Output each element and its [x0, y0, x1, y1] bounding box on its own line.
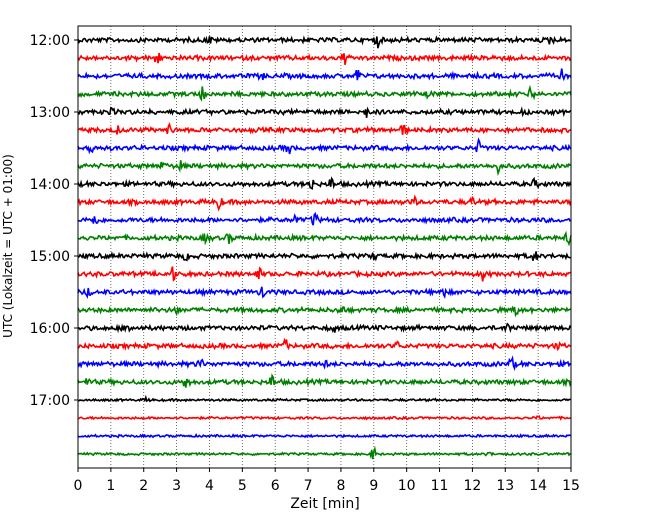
x-tick-label: 8 [336, 478, 345, 494]
x-tick-label: 3 [172, 478, 181, 494]
trace-13:00 [77, 106, 572, 118]
x-axis-ticks: 0 1 2 3 4 5 6 7 8 9 10 11 12 13 14 15 [74, 468, 580, 494]
x-tick-label: 12 [463, 478, 481, 494]
y-tick-label: 14:00 [30, 177, 70, 193]
x-tick-label: 9 [369, 478, 378, 494]
x-tick-label: 15 [562, 478, 580, 494]
y-axis-label: UTC (Lokalzeit = UTC + 01:00) [1, 154, 15, 338]
x-tick-label: 6 [271, 478, 280, 494]
y-tick-label: 12:00 [30, 33, 70, 49]
seismic-traces [77, 35, 572, 460]
trace-17:30 [77, 433, 572, 439]
trace-16:15 [77, 337, 572, 352]
trace-12:00 [77, 35, 572, 49]
trace-16:45 [77, 373, 572, 388]
trace-13:45 [77, 160, 572, 177]
trace-15:30 [77, 286, 572, 300]
trace-14:30 [77, 211, 572, 226]
x-axis-label: Zeit [min] [290, 496, 359, 512]
trace-17:00 [77, 394, 571, 403]
trace-14:00 [77, 176, 572, 190]
trace-12:15 [77, 52, 572, 65]
x-tick-label: 10 [398, 478, 416, 494]
trace-14:15 [77, 194, 572, 212]
trace-16:30 [77, 355, 572, 372]
trace-17:15 [77, 414, 572, 421]
x-tick-label: 14 [529, 478, 547, 494]
trace-14:45 [77, 230, 572, 247]
trace-17:45 [77, 445, 572, 460]
y-tick-label: 16:00 [30, 321, 70, 337]
x-tick-label: 5 [238, 478, 247, 494]
trace-12:30 [77, 68, 572, 82]
x-tick-label: 2 [139, 478, 148, 494]
y-axis-ticks: 12:00 13:00 14:00 15:00 16:00 17:00 [30, 33, 78, 409]
x-tick-label: 4 [205, 478, 214, 494]
trace-15:45 [77, 305, 572, 318]
x-tick-label: 0 [74, 478, 83, 494]
plot-frame [77, 25, 572, 469]
trace-13:30 [77, 137, 572, 155]
trace-16:00 [77, 322, 572, 334]
trace-15:00 [77, 250, 572, 262]
y-tick-label: 13:00 [30, 105, 70, 121]
trace-13:15 [77, 122, 572, 136]
x-tick-label: 11 [431, 478, 449, 494]
y-tick-label: 15:00 [30, 249, 70, 265]
trace-15:15 [77, 266, 572, 282]
x-tick-label: 1 [106, 478, 115, 494]
x-tick-label: 13 [496, 478, 514, 494]
x-tick-label: 7 [304, 478, 313, 494]
trace-12:45 [77, 84, 572, 102]
y-tick-label: 17:00 [30, 393, 70, 409]
